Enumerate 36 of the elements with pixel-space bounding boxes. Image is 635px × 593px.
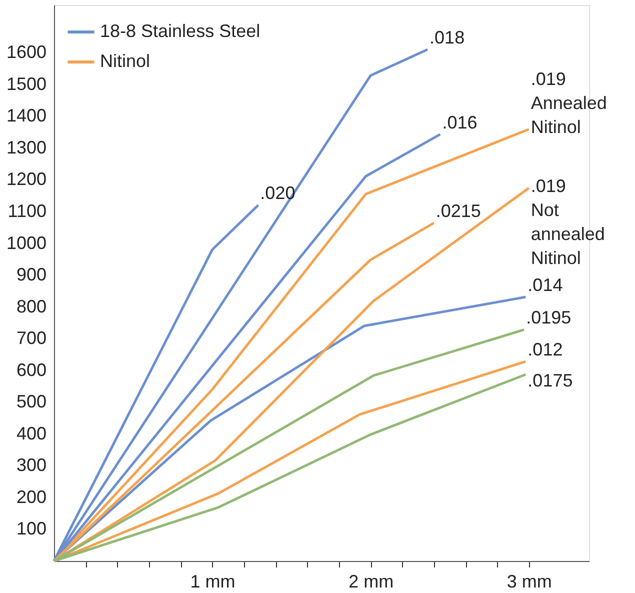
- y-tick-label: 1100: [8, 201, 46, 222]
- legend-label: Nitinol: [100, 51, 150, 71]
- annotation: .012: [528, 339, 563, 360]
- x-tick-label: 3 mm: [506, 572, 552, 592]
- y-tick-label: 200: [16, 486, 46, 507]
- y-tick-label: 100: [16, 518, 46, 539]
- y-tick-label: 500: [16, 392, 46, 412]
- legend-label: 18-8 Stainless Steel: [100, 21, 260, 41]
- annotation: Annealed: [530, 93, 607, 114]
- y-tick-label: 300: [16, 455, 46, 476]
- y-tick-label: 400: [16, 423, 46, 444]
- y-tick-label: 600: [16, 360, 46, 380]
- annotation: .014: [528, 274, 563, 295]
- x-tick-label: 2 mm: [348, 572, 394, 592]
- annotation: .0195: [526, 308, 572, 328]
- y-tick-label: 700: [16, 328, 46, 348]
- y-tick-label: 1200: [6, 169, 46, 190]
- y-tick-label: 900: [16, 264, 46, 285]
- annotation: .0215: [436, 200, 481, 221]
- annotation: .016: [442, 112, 478, 132]
- x-tick-label: 1 mm: [190, 572, 236, 592]
- annotation: annealed: [530, 224, 605, 244]
- annotation: .020: [260, 183, 296, 204]
- y-tick-label: 1300: [6, 137, 46, 158]
- annotation: .0175: [528, 370, 573, 390]
- annotation: .019: [530, 176, 566, 196]
- y-tick-label: 1600: [6, 42, 46, 62]
- y-tick-label: 1000: [6, 232, 46, 253]
- y-tick-label: 1500: [6, 74, 46, 94]
- y-tick-label: 800: [16, 296, 46, 316]
- annotation: .018: [430, 27, 465, 48]
- annotation: Nitinol: [530, 248, 581, 268]
- y-tick-label: 1400: [6, 106, 46, 126]
- annotation: .019: [530, 69, 566, 90]
- annotation: Nitinol: [530, 117, 581, 138]
- annotation: Not: [530, 200, 559, 220]
